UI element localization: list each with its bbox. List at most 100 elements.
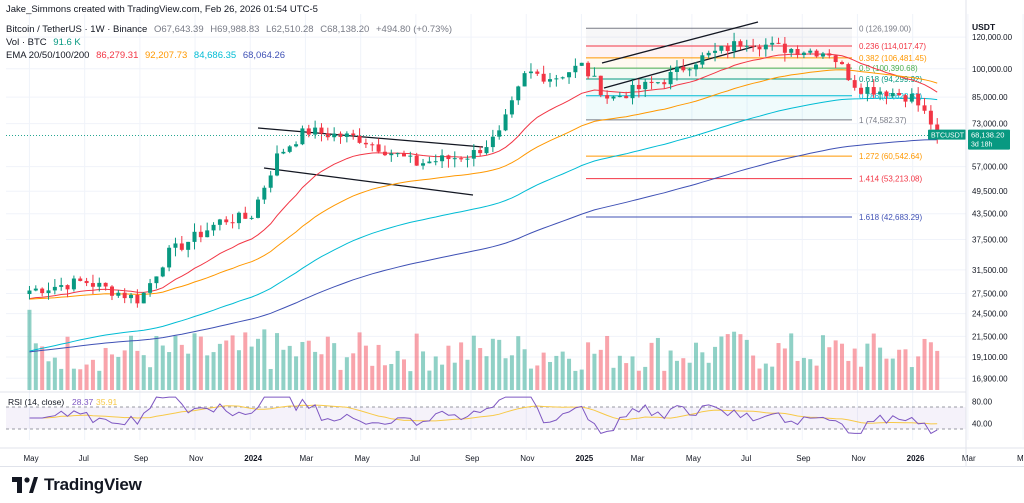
- candle-body[interactable]: [859, 87, 864, 94]
- candle-body[interactable]: [509, 100, 514, 115]
- candle-body[interactable]: [528, 71, 533, 74]
- candle-body[interactable]: [338, 133, 343, 137]
- candle-body[interactable]: [852, 80, 857, 88]
- candle-body[interactable]: [922, 105, 927, 111]
- symbol-name[interactable]: Bitcoin / TetherUS · 1W · Binance: [6, 24, 148, 35]
- candle-body[interactable]: [465, 158, 470, 160]
- candle-body[interactable]: [694, 64, 698, 70]
- candle-body[interactable]: [776, 42, 781, 44]
- candle-body[interactable]: [433, 161, 438, 163]
- candle-body[interactable]: [808, 50, 813, 53]
- candle-body[interactable]: [65, 285, 70, 290]
- candle-body[interactable]: [687, 69, 692, 71]
- candle-body[interactable]: [662, 82, 667, 85]
- candle-body[interactable]: [84, 280, 89, 284]
- rsi-line[interactable]: [29, 396, 938, 435]
- candle-body[interactable]: [440, 155, 445, 162]
- candle-body[interactable]: [103, 282, 108, 287]
- candle-body[interactable]: [459, 158, 464, 160]
- candle-body[interactable]: [770, 42, 775, 45]
- candle-body[interactable]: [630, 84, 635, 99]
- candle-body[interactable]: [129, 294, 134, 299]
- candle-body[interactable]: [452, 158, 457, 160]
- candle-body[interactable]: [611, 96, 616, 99]
- candle-body[interactable]: [884, 91, 889, 97]
- tradingview-logo[interactable]: TradingView: [12, 475, 142, 495]
- candle-body[interactable]: [751, 45, 756, 47]
- candle-body[interactable]: [719, 45, 724, 51]
- candle-body[interactable]: [52, 286, 57, 291]
- ema-line-200[interactable]: [29, 139, 938, 353]
- candle-body[interactable]: [370, 144, 375, 146]
- candle-body[interactable]: [833, 55, 838, 63]
- candle-body[interactable]: [497, 130, 502, 137]
- candle-body[interactable]: [801, 52, 806, 56]
- candle-body[interactable]: [319, 127, 324, 134]
- ema-line-20[interactable]: [29, 53, 938, 300]
- candle-body[interactable]: [744, 45, 749, 47]
- candle-body[interactable]: [408, 155, 413, 157]
- candle-body[interactable]: [643, 81, 648, 90]
- candle-body[interactable]: [116, 292, 121, 296]
- candle-body[interactable]: [401, 153, 406, 157]
- candle-body[interactable]: [262, 187, 267, 200]
- candle-body[interactable]: [567, 72, 572, 78]
- candle-body[interactable]: [820, 53, 825, 57]
- candle-body[interactable]: [167, 247, 172, 268]
- candle-body[interactable]: [141, 292, 146, 304]
- candle-body[interactable]: [446, 155, 451, 160]
- candle-body[interactable]: [294, 144, 299, 147]
- candle-body[interactable]: [484, 147, 489, 154]
- channel-upper-line[interactable]: [257, 127, 484, 148]
- candle-body[interactable]: [205, 230, 210, 238]
- candle-body[interactable]: [224, 219, 229, 223]
- candle-body[interactable]: [78, 278, 83, 281]
- candle-body[interactable]: [389, 153, 394, 156]
- ema-line-50[interactable]: [29, 69, 938, 300]
- candle-body[interactable]: [160, 267, 165, 277]
- candle-body[interactable]: [732, 41, 737, 52]
- candle-body[interactable]: [344, 133, 349, 137]
- candle-body[interactable]: [757, 46, 762, 50]
- candle-body[interactable]: [478, 150, 483, 154]
- candle-body[interactable]: [135, 294, 140, 304]
- ema-line-100[interactable]: [29, 97, 938, 352]
- candle-body[interactable]: [706, 52, 711, 56]
- rsi-ma-line[interactable]: [29, 404, 938, 425]
- candle-body[interactable]: [890, 93, 895, 97]
- candle-body[interactable]: [33, 288, 38, 291]
- candle-body[interactable]: [217, 219, 222, 225]
- candle-body[interactable]: [579, 62, 584, 66]
- candle-body[interactable]: [503, 114, 508, 131]
- candle-body[interactable]: [427, 161, 432, 164]
- candle-body[interactable]: [332, 133, 337, 138]
- candle-body[interactable]: [871, 87, 876, 95]
- candle-body[interactable]: [154, 276, 159, 284]
- candle-body[interactable]: [249, 217, 254, 219]
- candle-body[interactable]: [300, 128, 305, 145]
- candle-body[interactable]: [281, 151, 286, 154]
- candle-body[interactable]: [674, 66, 679, 72]
- candle-body[interactable]: [351, 133, 356, 136]
- candle-body[interactable]: [668, 71, 673, 85]
- candle-body[interactable]: [122, 292, 127, 299]
- candle-body[interactable]: [624, 96, 629, 99]
- candle-body[interactable]: [186, 241, 191, 250]
- candle-body[interactable]: [109, 286, 114, 296]
- candle-body[interactable]: [560, 77, 565, 79]
- candle-body[interactable]: [763, 44, 768, 50]
- candle-body[interactable]: [840, 62, 845, 65]
- candle-body[interactable]: [395, 153, 400, 155]
- candle-body[interactable]: [789, 49, 794, 53]
- channel-upper-line-2025[interactable]: [601, 21, 759, 64]
- candle-body[interactable]: [738, 41, 743, 47]
- candle-body[interactable]: [713, 50, 718, 53]
- candle-body[interactable]: [148, 283, 153, 293]
- candle-body[interactable]: [795, 49, 800, 56]
- candle-body[interactable]: [59, 285, 64, 287]
- candle-body[interactable]: [522, 73, 527, 87]
- candle-body[interactable]: [90, 283, 95, 287]
- candle-body[interactable]: [230, 222, 235, 224]
- candle-body[interactable]: [71, 278, 76, 290]
